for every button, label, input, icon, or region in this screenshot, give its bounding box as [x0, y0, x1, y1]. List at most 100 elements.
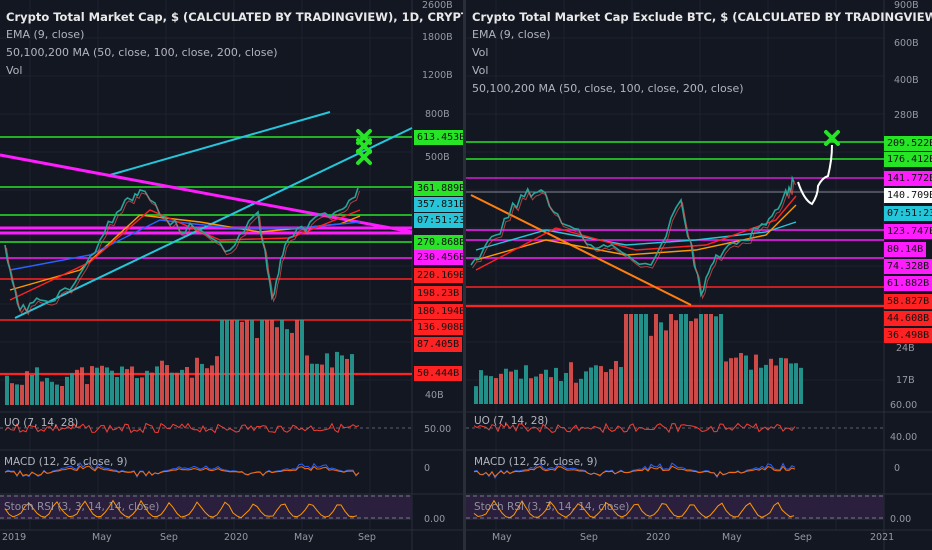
moving-average-line [9, 219, 361, 271]
volume-bar [589, 367, 593, 404]
volume-bar [340, 355, 344, 405]
ma-indicator-label[interactable]: 50,100,200 MA (50, close, 100, close, 20… [6, 46, 278, 59]
price-level-tag: 209.522B [884, 136, 932, 151]
x-tick: May [492, 532, 512, 543]
volume-bar [325, 353, 329, 405]
price-line [470, 175, 795, 298]
last-price-tag: 357.831B [414, 197, 463, 212]
y-tick: 800B [425, 109, 450, 120]
uo-line [473, 422, 796, 434]
uo-value: 50.00 [424, 424, 452, 435]
stoch-rsi-indicator-label[interactable]: Stoch RSI (3, 3, 14, 14, close) [474, 501, 630, 513]
x-tick: 2019 [2, 532, 27, 543]
volume-indicator-label[interactable]: Vol [472, 46, 489, 59]
volume-bar [130, 366, 134, 405]
y-tick: 40B [425, 390, 444, 401]
volume-bar [345, 358, 349, 405]
volume-bar [105, 367, 109, 405]
volume-bar [619, 367, 623, 404]
ema-indicator-label[interactable]: EMA (9, close) [6, 28, 85, 41]
volume-bar [699, 314, 703, 404]
volume-bar [484, 375, 488, 404]
volume-bar [200, 363, 204, 405]
price-level-tag: 180.194B [414, 304, 463, 319]
last-price-tag: 140.709B [884, 188, 932, 203]
projection-path [797, 144, 833, 206]
chart-title-left[interactable]: Crypto Total Market Cap, $ (CALCULATED B… [6, 10, 463, 24]
volume-bar [644, 314, 648, 404]
price-line [4, 187, 359, 314]
volume-bar [170, 372, 174, 405]
volume-bar [664, 330, 668, 404]
volume-bar [185, 366, 189, 405]
stoch-rsi-indicator-label[interactable]: Stoch RSI (3, 3, 14, 14, close) [4, 501, 160, 513]
volume-bar [25, 371, 29, 405]
panel-divider[interactable] [463, 0, 466, 550]
volume-bar [584, 371, 588, 404]
volume-bar [749, 369, 753, 404]
volume-bar [15, 384, 19, 405]
volume-bar [265, 320, 269, 405]
trend-line [14, 127, 413, 319]
volume-bar [190, 377, 194, 405]
volume-bar [654, 314, 658, 404]
volume-bar [554, 367, 558, 404]
price-level-tag: 198.23B [414, 286, 463, 301]
volume-bar [539, 373, 543, 404]
volume-bar [30, 374, 34, 405]
chart-canvas-left[interactable] [0, 0, 463, 550]
volume-bar [724, 361, 728, 404]
volume-bar [474, 386, 478, 404]
volume-bar [140, 377, 144, 405]
volume-bar [579, 378, 583, 404]
price-level-tag: 230.456B [414, 250, 463, 265]
macd-indicator-label[interactable]: MACD (12, 26, close, 9) [4, 456, 128, 468]
x-tick: May [92, 532, 112, 543]
macd-indicator-label[interactable]: MACD (12, 26, close, 9) [474, 456, 598, 468]
volume-bar [499, 373, 503, 404]
volume-bar [320, 364, 324, 405]
price-level-tag: 123.747B [884, 224, 932, 239]
volume-bar [180, 369, 184, 405]
x-tick: 2021 [870, 532, 895, 543]
x-tick: Sep [794, 532, 812, 543]
volume-bar [245, 320, 249, 405]
volume-indicator-label[interactable]: Vol [6, 64, 23, 77]
moving-average-line [475, 195, 797, 271]
volume-bar [235, 320, 239, 405]
volume-bar [125, 369, 129, 405]
chart-canvas-right[interactable] [466, 0, 932, 550]
volume-bar [514, 369, 518, 404]
macd-signal-line [4, 465, 360, 477]
price-level-tag: 270.868B [414, 235, 463, 250]
y-tick: 17B [896, 375, 915, 386]
volume-indicator-label[interactable]: Vol [472, 64, 489, 77]
price-level-tag: 44.608B [884, 311, 932, 326]
volume-bar [155, 366, 159, 405]
volume-bar [624, 314, 628, 404]
volume-bar [769, 358, 773, 404]
uo-indicator-label[interactable]: UO (7, 14, 28) [4, 417, 79, 429]
y-tick: 280B [894, 110, 919, 121]
y-tick: 600B [894, 38, 919, 49]
ma-indicator-label[interactable]: 50,100,200 MA (50, close, 100, close, 20… [472, 82, 744, 95]
chart-panel-right[interactable]: Crypto Total Market Cap Exclude BTC, $ (… [466, 0, 932, 550]
volume-bar [604, 372, 608, 404]
price-level-tag: 141.772B [884, 171, 932, 186]
chart-title-right[interactable]: Crypto Total Market Cap Exclude BTC, $ (… [472, 10, 932, 24]
volume-bar [669, 314, 673, 404]
chart-panel-left[interactable]: Crypto Total Market Cap, $ (CALCULATED B… [0, 0, 463, 550]
volume-bar [70, 373, 74, 405]
volume-bar [135, 378, 139, 405]
uo-indicator-label[interactable]: UO (7, 14, 28) [474, 415, 549, 427]
volume-bar [100, 365, 104, 405]
price-line-red [472, 179, 796, 300]
volume-bar [649, 335, 653, 404]
y-tick: 24B [896, 343, 915, 354]
ema-indicator-label[interactable]: EMA (9, close) [472, 28, 551, 41]
volume-bar [205, 368, 209, 405]
volume-bar [270, 320, 274, 405]
volume-bar [165, 365, 169, 405]
volume-bar [569, 362, 573, 404]
volume-bar [85, 384, 89, 405]
